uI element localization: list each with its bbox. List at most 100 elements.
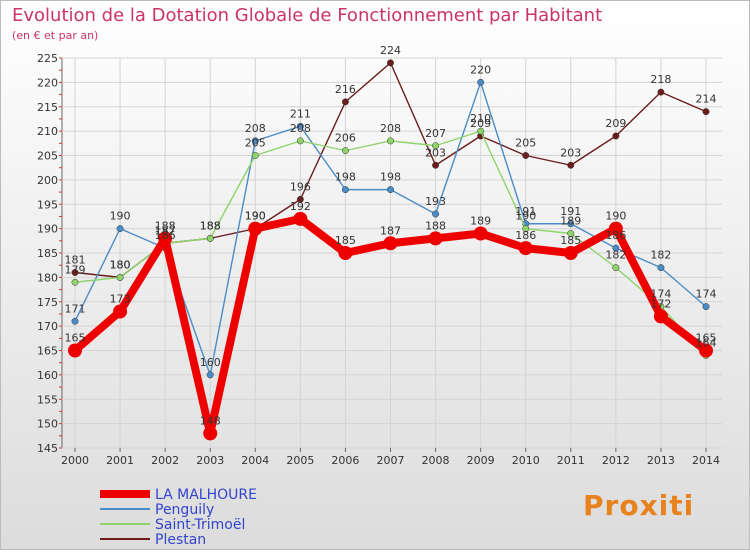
data-point	[477, 78, 485, 86]
data-label: 164	[696, 336, 717, 349]
data-point	[657, 88, 665, 96]
data-label: 210	[470, 112, 491, 125]
data-label: 190	[245, 210, 266, 223]
chart-title: Evolution de la Dotation Globale de Fonc…	[12, 5, 602, 26]
data-point	[206, 234, 214, 242]
y-tick-label: 170	[37, 320, 58, 333]
data-label: 188	[155, 219, 176, 232]
data-label: 179	[65, 263, 86, 276]
data-label: 208	[290, 122, 311, 135]
data-label: 191	[515, 205, 536, 218]
data-label: 182	[650, 249, 671, 262]
data-point	[477, 127, 485, 135]
data-point	[71, 317, 79, 325]
x-tick-label: 2010	[512, 454, 540, 467]
data-point	[432, 161, 440, 169]
y-tick-label: 195	[37, 198, 58, 211]
data-point	[293, 211, 308, 226]
data-point	[71, 278, 79, 286]
data-point	[432, 142, 440, 150]
data-label: 174	[650, 288, 671, 301]
data-label: 211	[290, 107, 311, 120]
data-point	[699, 343, 713, 358]
y-tick-label: 155	[37, 393, 58, 406]
data-label: 193	[425, 195, 446, 208]
x-tick-label: 2005	[286, 454, 314, 467]
data-label: 206	[335, 132, 356, 145]
data-point	[296, 137, 304, 145]
data-point	[116, 225, 124, 233]
data-point	[341, 147, 349, 155]
data-label: 214	[696, 93, 717, 106]
x-tick-label: 2004	[241, 454, 269, 467]
data-point	[612, 264, 620, 272]
x-tick-label: 2001	[106, 454, 134, 467]
y-tick-label: 145	[37, 442, 58, 455]
data-label: 196	[290, 180, 311, 193]
data-label: 186	[605, 229, 626, 242]
data-label: 188	[200, 219, 221, 232]
x-tick-label: 2003	[196, 454, 224, 467]
x-tick-label: 2013	[647, 454, 675, 467]
x-tick-label: 2002	[151, 454, 179, 467]
data-label: 198	[380, 171, 401, 184]
legend-label: LA MALHOURE	[155, 487, 257, 503]
data-label: 198	[335, 171, 356, 184]
data-point	[653, 309, 668, 324]
data-label: 185	[335, 234, 356, 247]
data-point	[608, 221, 623, 236]
data-label: 160	[200, 356, 221, 369]
data-point	[113, 304, 128, 319]
series-layer	[68, 59, 713, 441]
data-label: 182	[605, 249, 626, 262]
x-tick-label: 2014	[692, 454, 720, 467]
data-point	[203, 426, 218, 441]
y-tick-label: 185	[37, 247, 58, 260]
data-point	[518, 241, 533, 256]
data-label: 209	[470, 117, 491, 130]
data-label: 205	[245, 137, 266, 150]
data-label: 188	[425, 219, 446, 232]
x-tick-label: 2000	[61, 454, 89, 467]
data-label: 190	[110, 210, 131, 223]
data-label: 205	[515, 137, 536, 150]
data-label: 165	[65, 332, 86, 345]
x-tick-label: 2011	[557, 454, 585, 467]
data-point	[432, 210, 440, 218]
legend-label: Plestan	[155, 532, 206, 548]
data-label: 187	[380, 224, 401, 237]
data-label: 180	[110, 258, 131, 271]
data-point	[702, 108, 710, 116]
data-point	[567, 161, 575, 169]
data-point	[612, 132, 620, 140]
y-tick-label: 200	[37, 174, 58, 187]
data-label: 187	[155, 224, 176, 237]
data-label: 173	[110, 293, 131, 306]
data-point	[251, 152, 259, 159]
data-point	[251, 137, 259, 145]
data-label: 220	[470, 63, 491, 76]
data-label: 218	[650, 73, 671, 86]
data-point	[473, 226, 488, 241]
series-la-malhoure	[68, 211, 713, 441]
x-tick-label: 2009	[467, 454, 495, 467]
data-label: 148	[200, 414, 221, 427]
data-point	[657, 264, 665, 272]
data-label: 172	[650, 297, 671, 310]
data-point	[71, 269, 79, 276]
data-label: 190	[245, 210, 266, 223]
y-tick-label: 150	[37, 418, 58, 431]
data-point	[387, 137, 394, 145]
data-point	[158, 231, 173, 246]
data-label: 174	[696, 288, 717, 301]
y-tick-label: 205	[37, 150, 58, 163]
data-point	[428, 231, 443, 246]
data-label: 187	[155, 224, 176, 237]
y-tick-label: 165	[37, 345, 58, 358]
y-tick-label: 225	[37, 52, 58, 65]
data-point	[522, 225, 530, 233]
data-label: 188	[200, 219, 221, 232]
data-label: 203	[560, 146, 581, 159]
y-tick-label: 160	[37, 369, 58, 382]
